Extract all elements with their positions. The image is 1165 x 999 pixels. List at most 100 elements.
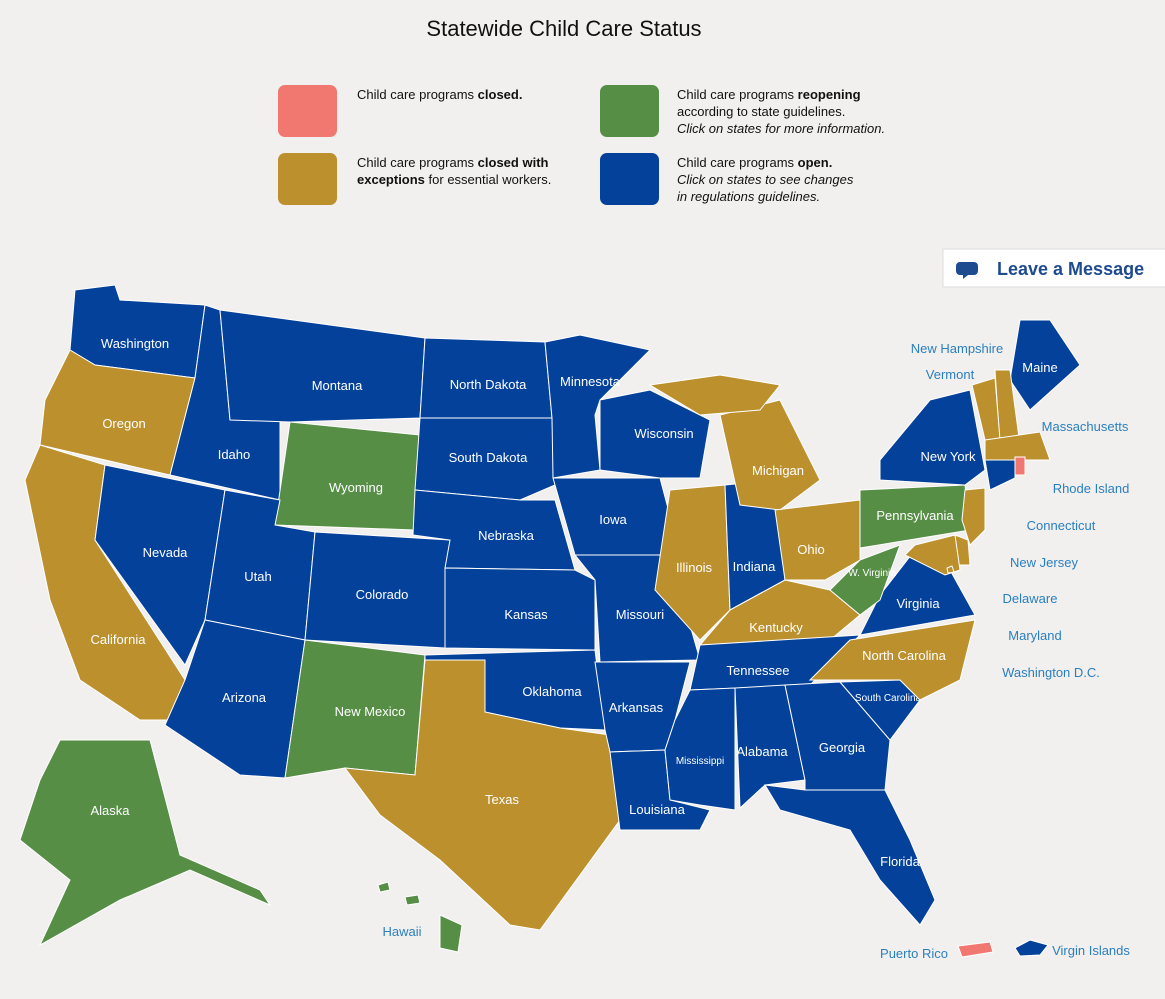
state[interactable]: Mississippi (664, 687, 736, 811)
state-label[interactable]: Illinois (676, 560, 713, 575)
state-label[interactable]: Michigan (752, 463, 804, 478)
state-shape[interactable] (648, 374, 781, 416)
state-shape[interactable] (439, 914, 463, 953)
state-label[interactable]: W. Virginia (848, 568, 896, 579)
state-label-external[interactable]: Puerto Rico (880, 946, 948, 961)
state-label[interactable]: Nebraska (478, 528, 534, 543)
state-shape[interactable] (829, 544, 901, 616)
state[interactable]: Arkansas (594, 661, 691, 753)
state-label[interactable]: North Carolina (862, 648, 947, 663)
state-shape[interactable] (404, 894, 421, 906)
state-label-external[interactable]: Connecticut (1027, 518, 1096, 533)
state-label[interactable]: New York (921, 449, 976, 464)
state-label[interactable]: Nevada (143, 545, 189, 560)
state-label[interactable]: Idaho (218, 447, 251, 462)
state[interactable]: Alabama (734, 684, 806, 810)
state[interactable]: New Jersey (961, 487, 1078, 570)
state[interactable]: Ohio (774, 499, 861, 581)
state-label[interactable]: Kansas (504, 607, 548, 622)
state[interactable]: Connecticut (984, 459, 1096, 533)
state[interactable]: New York (879, 389, 986, 486)
button-label[interactable]: Leave a Message (997, 259, 1144, 279)
state-shape[interactable] (219, 309, 426, 423)
state[interactable]: South Dakota (414, 417, 556, 501)
state-label-external[interactable]: Maryland (1008, 628, 1061, 643)
state[interactable]: Montana (219, 309, 426, 423)
state-shape[interactable] (664, 687, 736, 811)
state-shape[interactable] (734, 684, 806, 810)
state[interactable]: Maine (1009, 319, 1081, 411)
state[interactable]: Minnesota (544, 334, 652, 479)
state-label[interactable]: Indiana (733, 559, 776, 574)
state-shape[interactable] (343, 659, 621, 931)
state-label[interactable]: Kentucky (749, 620, 803, 635)
state[interactable]: New Mexico (284, 639, 426, 779)
state[interactable]: Washington D.C. (946, 565, 1100, 680)
state[interactable]: Wisconsin (599, 389, 711, 479)
leave-message-button[interactable]: Leave a Message (942, 248, 1165, 288)
state-label[interactable]: Tennessee (727, 663, 790, 678)
state-shape[interactable] (654, 484, 731, 641)
state-label[interactable]: Wisconsin (634, 426, 693, 441)
state-shape[interactable] (599, 389, 711, 479)
state-label[interactable]: California (91, 632, 147, 647)
state[interactable]: Iowa (552, 477, 676, 556)
state[interactable]: Oregon (39, 349, 196, 476)
state[interactable]: New Hampshire (911, 341, 1021, 446)
state-label[interactable]: Arkansas (609, 700, 664, 715)
state[interactable]: W. Virginia (829, 544, 901, 616)
state-shape[interactable] (544, 334, 652, 479)
state-shape[interactable] (879, 389, 986, 486)
state[interactable]: Massachusetts (984, 419, 1129, 461)
state[interactable]: Wyoming (274, 421, 421, 531)
state-label[interactable]: Missouri (616, 607, 665, 622)
state[interactable]: North Carolina (808, 619, 976, 701)
state-label[interactable]: Wyoming (329, 480, 383, 495)
state-label[interactable]: Pennsylvania (876, 508, 954, 523)
state[interactable]: Michigan (648, 374, 821, 511)
state-shape[interactable] (1009, 319, 1081, 411)
state-label[interactable]: Iowa (599, 512, 627, 527)
state[interactable]: Hawaii (377, 881, 463, 953)
state-label[interactable]: Oklahoma (522, 684, 582, 699)
state-label[interactable]: North Dakota (450, 377, 527, 392)
state-shape[interactable] (414, 417, 556, 501)
state-label-external[interactable]: Virgin Islands (1052, 943, 1130, 958)
state[interactable]: Pennsylvania (859, 484, 971, 549)
state[interactable]: Colorado (304, 531, 451, 649)
state[interactable]: Alaska (19, 739, 272, 947)
state-label-external[interactable]: Massachusetts (1042, 419, 1129, 434)
state-label-external[interactable]: Rhode Island (1053, 481, 1130, 496)
state[interactable]: North Dakota (419, 337, 553, 419)
state-shape[interactable] (946, 565, 955, 574)
state-shape[interactable] (719, 399, 821, 511)
state-label[interactable]: Alaska (90, 803, 130, 818)
state-shape[interactable] (1014, 939, 1049, 957)
state-label-external[interactable]: Hawaii (382, 924, 421, 939)
state-label[interactable]: New Mexico (335, 704, 406, 719)
state[interactable]: Georgia (784, 681, 891, 791)
state-label[interactable]: Montana (312, 378, 363, 393)
state-shape[interactable] (808, 619, 976, 701)
state[interactable]: Texas (343, 659, 621, 931)
state[interactable]: Kansas (444, 567, 596, 651)
state-label[interactable]: Ohio (797, 542, 824, 557)
state-shape[interactable] (444, 567, 596, 651)
state-label[interactable]: Virginia (896, 596, 940, 611)
state[interactable]: Nevada (94, 464, 226, 666)
state-label[interactable]: Utah (244, 569, 271, 584)
state[interactable]: Rhode Island (1014, 456, 1130, 496)
state-label[interactable]: Oregon (102, 416, 145, 431)
state-label[interactable]: South Carolina (855, 693, 922, 704)
state-label-external[interactable]: Vermont (926, 367, 975, 382)
state-label[interactable]: Colorado (356, 587, 409, 602)
state-label[interactable]: Louisiana (629, 802, 685, 817)
state-label[interactable]: Minnesota (560, 374, 621, 389)
state-label[interactable]: Florida (880, 854, 921, 869)
state-shape[interactable] (957, 941, 994, 958)
state-label-external[interactable]: New Hampshire (911, 341, 1003, 356)
state-label-external[interactable]: Delaware (1003, 591, 1058, 606)
state-shape[interactable] (377, 881, 391, 893)
state-shape[interactable] (274, 421, 421, 531)
state[interactable]: Florida (764, 784, 936, 926)
